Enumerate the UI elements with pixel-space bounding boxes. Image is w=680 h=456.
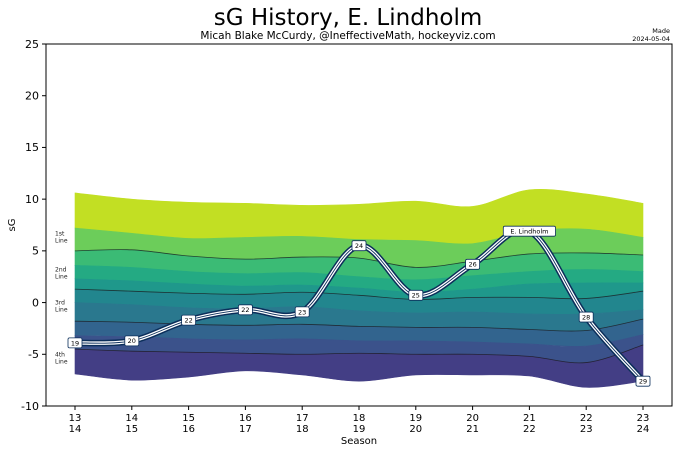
point-label-text: 22 xyxy=(241,306,249,314)
x-tick-label-top: 17 xyxy=(296,413,309,424)
point-label-text: 19 xyxy=(71,339,79,347)
line-tier-label: 2nd Line xyxy=(55,267,68,281)
series-name-text: E. Lindholm xyxy=(510,228,548,236)
point-label-box xyxy=(635,375,651,387)
data-point-label: 24 xyxy=(351,240,367,252)
x-tick-label-bottom: 17 xyxy=(239,424,252,435)
y-tick-label: 10 xyxy=(25,193,39,206)
data-point-label: 19 xyxy=(67,337,83,349)
line-labels: 1st Line 2nd Line 3rd Line 4th Line xyxy=(55,230,68,365)
line-tier-label: 1st Line xyxy=(55,230,68,244)
x-tick-label-bottom: 14 xyxy=(69,424,82,435)
data-point-label: 29 xyxy=(635,375,651,387)
point-label-text: 22 xyxy=(184,317,192,325)
point-label-text: 25 xyxy=(412,292,420,300)
data-point-label: 20 xyxy=(124,335,140,347)
x-tick-label-bottom: 24 xyxy=(637,424,650,435)
x-tick-label-top: 13 xyxy=(69,413,82,424)
point-label-text: 24 xyxy=(355,242,363,250)
y-tick-label: 5 xyxy=(32,245,39,258)
x-axis: 1314141515161617171818191920202121222223… xyxy=(69,406,650,435)
y-tick-label: 25 xyxy=(25,38,39,51)
x-tick-label-bottom: 18 xyxy=(296,424,309,435)
x-tick-label-top: 23 xyxy=(637,413,650,424)
y-tick-label: 20 xyxy=(25,90,39,103)
point-label-text: 20 xyxy=(128,337,136,345)
y-tick-label: 0 xyxy=(32,296,39,309)
percentile-bands xyxy=(74,188,644,388)
x-tick-label-top: 20 xyxy=(466,413,479,424)
data-point-label: 28 xyxy=(578,311,594,323)
line-divider xyxy=(74,344,644,364)
point-label-box xyxy=(408,289,424,301)
x-tick-label-bottom: 15 xyxy=(125,424,138,435)
x-tick-label-bottom: 22 xyxy=(523,424,536,435)
point-label-box xyxy=(181,314,197,326)
data-point-label: 22 xyxy=(181,314,197,326)
x-tick-label-top: 22 xyxy=(580,413,593,424)
x-tick-label-bottom: 21 xyxy=(466,424,479,435)
y-axis: -10 -5 0 5 10 15 20 25 xyxy=(21,38,46,413)
data-point-label: 22 xyxy=(237,304,253,316)
data-point-label: 26 xyxy=(465,258,481,270)
y-axis-label: sG xyxy=(7,219,18,232)
series-name-label: E. Lindholm xyxy=(502,225,556,237)
y-tick-label: 15 xyxy=(25,141,39,154)
data-point-label: 23 xyxy=(294,306,310,318)
x-tick-label-bottom: 16 xyxy=(182,424,195,435)
point-label-text: 23 xyxy=(298,308,306,316)
y-tick-label: -10 xyxy=(21,400,39,413)
point-label-box xyxy=(124,335,140,347)
y-tick-label: -5 xyxy=(28,348,39,361)
chart-subtitle: Micah Blake McCurdy, @IneffectiveMath, h… xyxy=(200,30,495,42)
chart-title: sG History, E. Lindholm xyxy=(214,5,483,31)
point-label-box xyxy=(351,240,367,252)
made-date: 2024-05-04 xyxy=(632,35,670,43)
data-point-label: 25 xyxy=(408,289,424,301)
point-label-box xyxy=(237,304,253,316)
point-label-box xyxy=(294,306,310,318)
player-series: 19 20 22 22 23 24 25 26 28 29 E. Lindholm xyxy=(67,225,651,387)
point-label-box xyxy=(578,311,594,323)
x-tick-label-top: 14 xyxy=(125,413,138,424)
x-tick-label-bottom: 19 xyxy=(353,424,366,435)
line-tier-label: 4th Line xyxy=(55,351,68,365)
point-label-text: 28 xyxy=(582,313,590,321)
point-label-text: 29 xyxy=(639,378,647,386)
point-label-text: 26 xyxy=(468,261,476,269)
x-tick-label-top: 16 xyxy=(239,413,252,424)
series-name-box xyxy=(502,225,556,237)
point-label-box xyxy=(465,258,481,270)
x-tick-label-top: 21 xyxy=(523,413,536,424)
line-tier-label: 3rd Line xyxy=(55,300,68,314)
x-tick-label-bottom: 23 xyxy=(580,424,593,435)
x-tick-label-bottom: 20 xyxy=(409,424,422,435)
line-divider xyxy=(74,288,644,300)
made-label: Made xyxy=(652,27,670,35)
x-tick-label-top: 15 xyxy=(182,413,195,424)
point-label-box xyxy=(67,337,83,349)
x-tick-label-top: 18 xyxy=(353,413,366,424)
x-tick-label-top: 19 xyxy=(409,413,422,424)
x-axis-label: Season xyxy=(341,436,377,447)
